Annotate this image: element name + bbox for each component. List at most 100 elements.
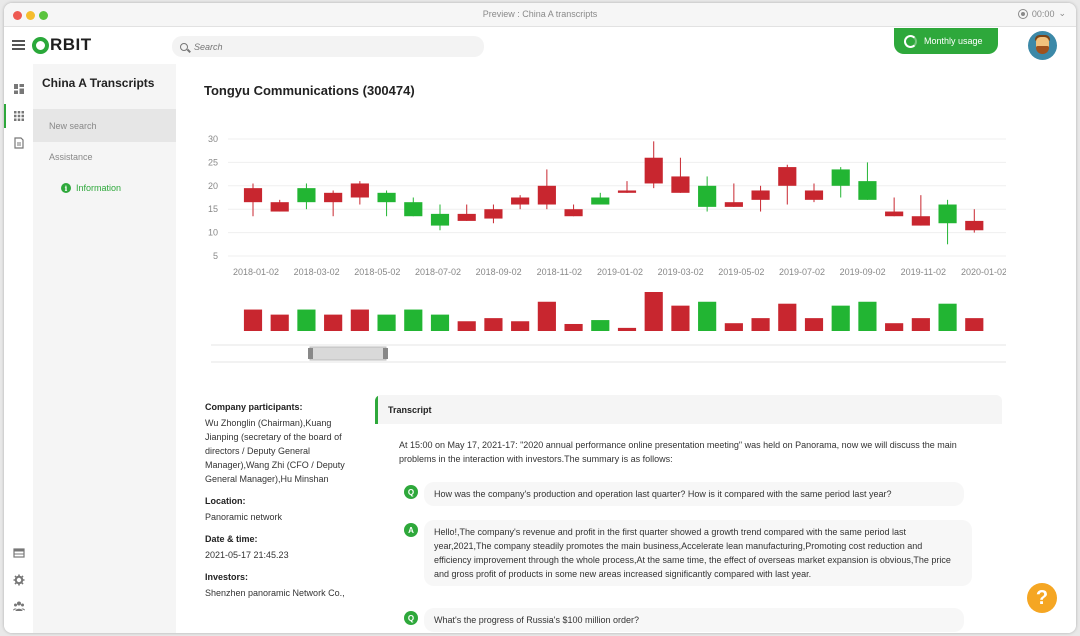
candle-body — [644, 157, 663, 184]
x-tick-label: 2019-09-02 — [840, 267, 886, 277]
candle-body — [564, 209, 583, 217]
minimize-window-button[interactable] — [26, 11, 35, 20]
candle-body — [243, 188, 263, 203]
participants-value: Wu Zhonglin (Chairman),Kuang Jianping (s… — [205, 418, 345, 484]
candle-body — [350, 183, 369, 198]
orbit-logo[interactable]: RBIT — [32, 35, 92, 55]
candle-body — [751, 190, 770, 200]
volume-bar — [537, 301, 556, 331]
close-window-button[interactable] — [13, 11, 22, 20]
settings-gear-icon[interactable] — [13, 574, 25, 586]
grid-icon[interactable] — [13, 110, 25, 122]
volume-bar — [350, 309, 369, 331]
y-tick-label: 10 — [208, 228, 218, 238]
user-avatar[interactable] — [1028, 31, 1057, 60]
x-tick-label: 2019-07-02 — [779, 267, 825, 277]
help-button[interactable]: ? — [1027, 583, 1057, 613]
candle-body — [911, 216, 930, 226]
investors-label: Investors: — [205, 572, 249, 582]
users-icon[interactable] — [13, 600, 25, 612]
usage-ring-icon — [904, 34, 917, 48]
volume-bar — [698, 301, 717, 331]
window-title: Preview : China A transcripts — [482, 9, 598, 19]
search-icon — [180, 42, 188, 51]
candle-body — [804, 190, 824, 200]
document-icon[interactable] — [13, 137, 25, 149]
candle-body — [404, 202, 423, 217]
candle-body — [778, 167, 797, 186]
volume-bar — [297, 309, 316, 331]
x-tick-label: 2018-01-02 — [233, 267, 279, 277]
menu-icon[interactable] — [12, 40, 25, 50]
x-tick-label: 2018-03-02 — [294, 267, 340, 277]
candle-body — [938, 204, 957, 224]
stock-chart: 30 25 20 15 10 5 2018-01-02 2018-03-02 2018-05-0… — [208, 134, 1006, 363]
y-tick-label: 30 — [208, 134, 218, 144]
volume-bar — [564, 323, 583, 331]
search-bar[interactable] — [172, 36, 484, 57]
x-tick-label: 2019-11-02 — [901, 267, 946, 277]
recording-status[interactable]: 00:00 ⌄ — [1017, 8, 1066, 19]
recording-time: 00:00 — [1031, 8, 1055, 19]
candle-body — [617, 190, 637, 193]
candle-body — [324, 192, 343, 203]
top-bar: RBIT Monthly usage — [4, 28, 1076, 64]
zoom-window-button[interactable] — [39, 11, 48, 20]
volume-bar — [484, 318, 503, 331]
x-tick-label: 2018-07-02 — [415, 267, 461, 277]
active-indicator — [4, 104, 6, 128]
section-sidebar: China A Transcripts New search Assistanc… — [33, 64, 176, 633]
candle-body — [457, 213, 476, 221]
nav-assistance[interactable]: Assistance — [49, 151, 93, 162]
logo-ring-icon — [32, 36, 49, 54]
record-icon — [1017, 8, 1028, 19]
answer-item: A Hello!,The company's revenue and profi… — [404, 520, 972, 586]
search-input[interactable] — [194, 41, 464, 52]
x-tick-label: 2018-09-02 — [476, 267, 522, 277]
y-tick-label: 5 — [213, 251, 218, 261]
monthly-usage-button[interactable]: Monthly usage — [894, 28, 998, 54]
question-text: What's the progress of Russia's $100 mil… — [424, 608, 964, 632]
question-badge: Q — [404, 611, 418, 625]
volume-bar — [804, 318, 824, 331]
question-badge: Q — [404, 485, 418, 499]
information-label: Information — [76, 183, 122, 193]
participants-label: Company participants: — [205, 402, 303, 412]
volume-bar — [457, 321, 476, 331]
candle-body — [297, 188, 316, 203]
main-content: Tongyu Communications (300474) 30 25 20 15 1… — [176, 64, 1076, 633]
volume-bar — [778, 303, 797, 331]
location-value: Panoramic network — [205, 512, 283, 522]
candle-body — [698, 185, 717, 207]
transcript-panel: Transcript At 15:00 on May 17, 2021-17: … — [375, 395, 1002, 633]
x-tick-label: 2019-01-02 — [597, 267, 643, 277]
candle-body — [484, 209, 503, 219]
logo-text: RBIT — [50, 35, 92, 54]
chevron-down-icon: ⌄ — [1058, 8, 1066, 18]
candle-body — [511, 197, 530, 205]
investors-value: Shenzhen panoramic Network Co., — [205, 588, 345, 598]
volume-bar — [751, 318, 770, 331]
x-tick-label: 2018-11-02 — [537, 267, 582, 277]
location-label: Location: — [205, 496, 246, 506]
volume-bar — [965, 318, 984, 331]
dashboard-icon[interactable] — [13, 83, 25, 95]
section-title: China A Transcripts — [42, 76, 155, 90]
datetime-value: 2021-05-17 21:45.23 — [205, 550, 289, 560]
volume-bar — [511, 321, 530, 331]
volume-bar — [591, 320, 610, 331]
volume-bar — [858, 301, 877, 331]
slider-handle-left — [308, 348, 313, 359]
transcript-heading: Transcript — [375, 395, 1002, 424]
candle-body — [430, 213, 450, 226]
candle-body — [537, 185, 556, 205]
candle-body — [965, 220, 984, 231]
candle-body — [591, 197, 610, 205]
nav-information[interactable]: i Information — [61, 183, 121, 193]
table-icon[interactable] — [13, 547, 25, 559]
candle-body — [270, 202, 289, 212]
volume-bar — [404, 309, 423, 331]
nav-new-search[interactable]: New search — [33, 109, 176, 142]
volume-bar — [938, 303, 957, 331]
question-item: Q How was the company's production and o… — [404, 482, 964, 506]
